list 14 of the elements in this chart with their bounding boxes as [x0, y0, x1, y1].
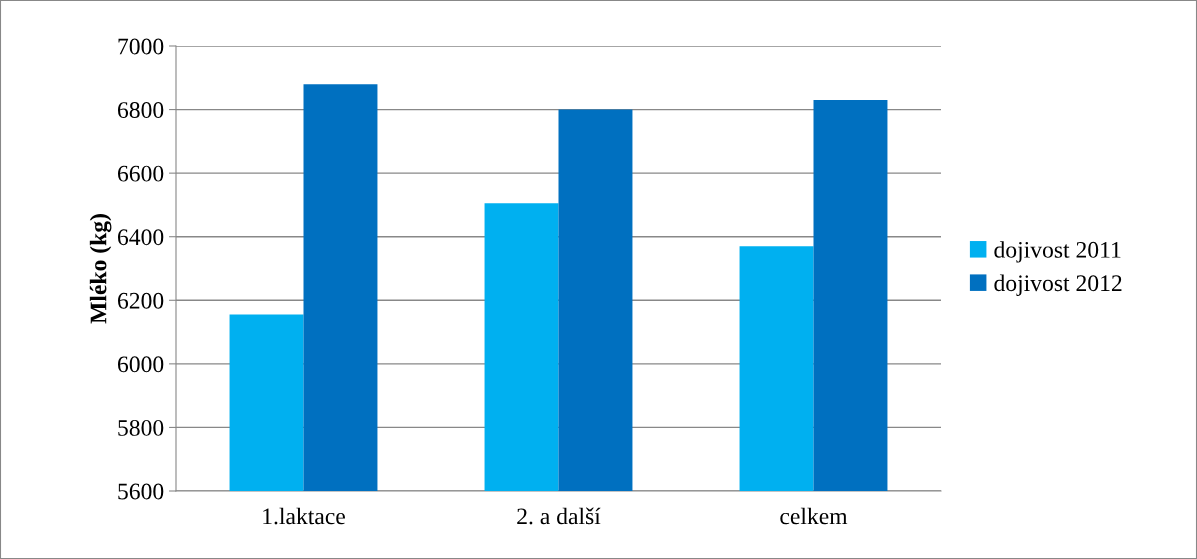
y-tick-label: 5600 — [118, 483, 164, 500]
y-tick-label: 6400 — [117, 229, 164, 246]
x-tick-label: 2. a další — [517, 507, 601, 525]
x-tick-label: 1.laktace — [263, 507, 345, 525]
legend-label: dojivost 2011 — [994, 241, 1121, 263]
y-axis-title: Mléko (kg) — [89, 214, 112, 324]
y-tick-label: 7000 — [118, 38, 164, 55]
y-tick-label: 6200 — [117, 292, 164, 309]
y-tick-label: 6000 — [117, 356, 164, 373]
y-tick-label: 6800 — [117, 102, 164, 118]
legend-label: dojivost 2012 — [994, 274, 1122, 296]
y-tick-label: 5800 — [118, 419, 164, 436]
x-tick-label: celkem — [780, 507, 848, 525]
y-tick-label: 6600 — [117, 165, 164, 182]
